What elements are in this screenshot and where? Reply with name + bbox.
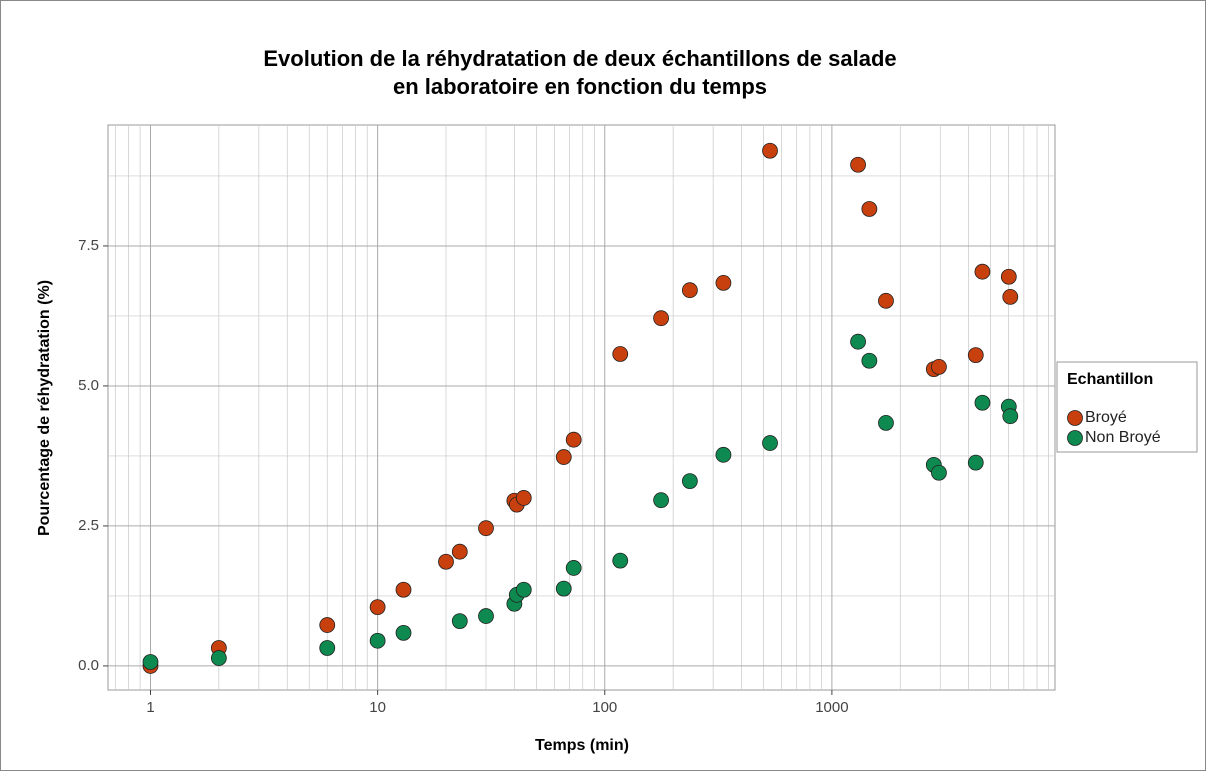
data-point: [850, 333, 866, 350]
data-point: [565, 560, 582, 576]
legend-title: Echantillon: [1067, 371, 1153, 388]
y-tick-label: 2.5: [78, 517, 99, 534]
data-point: [515, 490, 532, 506]
chart-title: en laboratoire en fonction du temps: [393, 74, 767, 99]
x-tick-label: 100: [592, 699, 617, 716]
data-point: [142, 654, 159, 670]
y-tick-label: 5.0: [78, 377, 99, 394]
data-point: [369, 632, 386, 649]
data-point: [762, 435, 778, 451]
legend-marker: [1067, 410, 1083, 426]
x-axis-label: Temps (min): [535, 737, 629, 754]
data-point: [861, 352, 878, 369]
data-point: [681, 282, 698, 299]
data-point: [715, 275, 732, 291]
data-point: [974, 263, 991, 280]
data-point: [974, 394, 991, 411]
data-point: [555, 580, 572, 597]
data-point: [931, 359, 947, 375]
data-point: [319, 640, 336, 656]
y-tick-label: 7.5: [78, 237, 99, 254]
data-point: [1000, 268, 1017, 285]
data-point: [438, 553, 454, 570]
data-point: [681, 473, 698, 490]
data-point: [451, 543, 468, 560]
x-tick-label: 10: [369, 699, 386, 716]
data-point: [612, 346, 629, 362]
data-point: [861, 201, 878, 217]
data-point: [210, 650, 227, 666]
data-point: [451, 613, 468, 630]
data-point: [1002, 408, 1019, 425]
data-point: [762, 142, 778, 159]
legend-marker: [1067, 430, 1083, 446]
x-tick-label: 1: [146, 699, 154, 716]
data-point: [369, 599, 386, 616]
data-point: [319, 617, 336, 633]
data-point: [931, 464, 947, 481]
data-point: [967, 454, 984, 471]
data-point: [565, 431, 582, 448]
data-point: [612, 552, 629, 569]
data-point: [878, 414, 894, 431]
data-point: [967, 347, 984, 364]
data-point: [478, 608, 494, 624]
data-point: [515, 581, 532, 598]
data-point: [555, 449, 572, 465]
data-point: [653, 492, 669, 509]
legend-label: Non Broyé: [1085, 429, 1161, 446]
y-tick-label: 0.0: [78, 657, 99, 674]
x-tick-label: 1000: [815, 699, 848, 716]
data-point: [850, 156, 866, 173]
data-point: [653, 310, 669, 327]
data-point: [1002, 289, 1019, 305]
legend-label: Broyé: [1085, 409, 1127, 426]
data-point: [395, 624, 412, 641]
plot-area: [107, 124, 1056, 691]
data-point: [478, 520, 494, 537]
chart-title: Evolution de la réhydratation de deux éc…: [263, 46, 896, 71]
data-point: [878, 292, 894, 309]
y-axis-label: Pourcentage de réhydratation (%): [36, 280, 53, 536]
data-point: [715, 446, 732, 463]
data-point: [395, 581, 412, 598]
